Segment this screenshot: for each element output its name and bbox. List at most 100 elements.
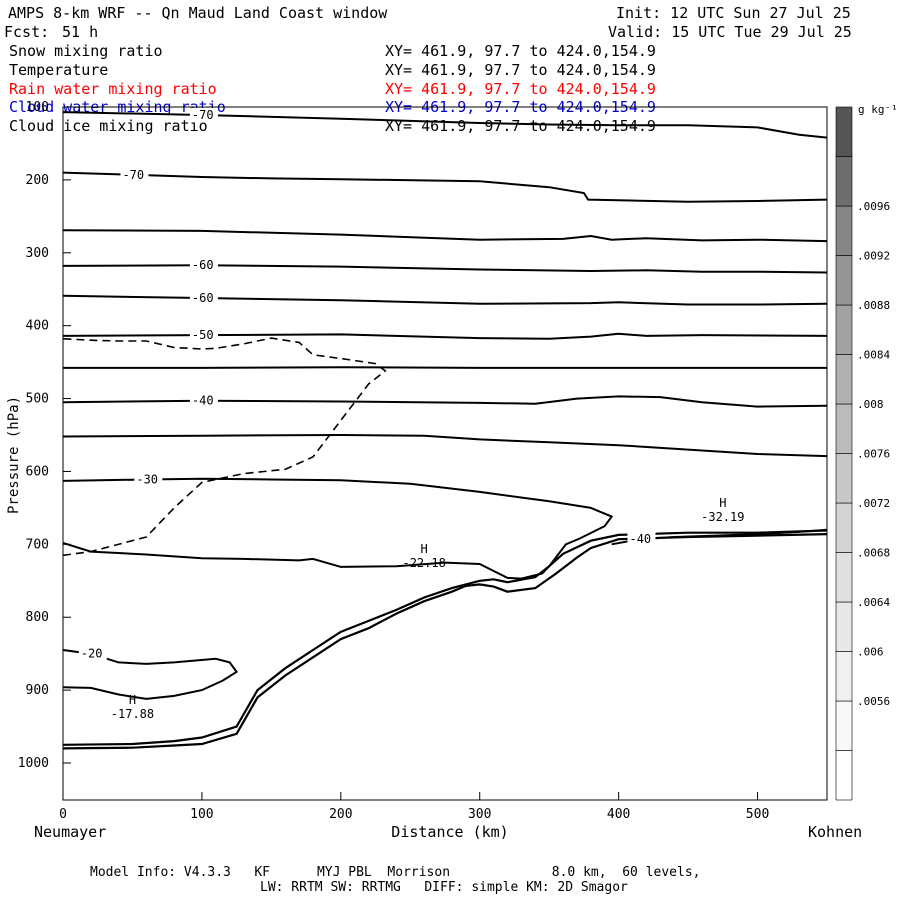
colorbar-swatch [835,502,853,553]
y-tick-label: 800 [26,610,49,625]
x-tick-label: 100 [190,807,213,822]
temperature-contour [62,433,828,458]
colorbar-unit: g kg⁻¹ [858,103,898,116]
colorbar-swatch [835,106,853,157]
colorbar-tick-label: .006 [857,646,884,659]
field-coords: XY= 461.9, 97.7 to 424.0,154.9 [385,61,656,79]
colorbar-tick-label: .0072 [857,497,890,510]
colorbar-tick-label: .0096 [857,200,890,213]
field-name: Rain water mixing ratio [9,80,217,98]
contour-label-bg [134,472,163,487]
colorbar-swatch [835,255,853,306]
model-info-line1: Model Info: V4.3.3 KF MYJ PBL Morrison 8… [90,865,701,880]
contour-label: -60 [192,258,214,272]
temperature-contour [63,366,827,369]
colorbar-tick-label: .0084 [857,349,890,362]
contour-label-layer: -70-70-60-60-50-40-30-20-40H-17.88H-22.1… [78,108,744,721]
y-tick-label: 100 [26,100,49,115]
contour-label-bg [189,258,218,273]
contour-label-bg [189,108,218,123]
left-endpoint-label: Neumayer [34,823,106,841]
contour-label: -50 [192,328,214,342]
chart-title: AMPS 8-km WRF -- Qn Maud Land Coast wind… [8,4,388,22]
high-value: -32.19 [701,510,744,524]
contour-label: -40 [629,532,651,546]
colorbar-tick-label: .008 [857,398,884,411]
x-tick-label: 300 [468,807,491,822]
colorbar: .0056 .006 .0064 .0068 .0072 .0076 .008 .0084 .0… [835,106,890,801]
temperature-contour [62,264,828,274]
forecast-value: 51 h [62,23,99,41]
contour-label-bg [189,290,218,305]
temperature-contour [62,111,828,139]
y-tick-label: 200 [26,173,49,188]
colorbar-swatch [835,552,853,603]
colorbar-swatch [835,700,853,751]
y-tick-label: 600 [26,464,49,479]
y-tick-label: 700 [26,537,49,552]
y-tick-label: 300 [26,246,49,261]
temperature-contour [62,294,828,306]
contour-label: -30 [136,472,158,486]
contour-label-bg [189,393,218,408]
terrain-line [62,529,828,746]
temperature-contour [62,395,828,408]
contour-label: -20 [81,647,103,661]
x-tick-label: 200 [329,807,352,822]
colorbar-swatch [835,651,853,702]
temperature-contour [62,477,614,580]
temperature-contour [62,332,828,340]
colorbar-swatch [835,354,853,405]
model-info-line2: LW: RRTM SW: RRTMG DIFF: simple KM: 2D S… [260,880,628,895]
colorbar-tick-label: .0064 [857,596,890,609]
contour-label: -40 [192,394,214,408]
y-axis-label: Pressure (hPa) [6,396,22,514]
temperature-contour [62,649,239,700]
contour-label-bg [627,532,656,547]
field-name: Cloud ice mixing ratio [9,117,208,135]
colorbar-swatch [835,304,853,355]
y-tick-label: 900 [26,683,49,698]
temperature-contour [62,171,828,203]
colorbar-tick-label: .0092 [857,250,890,263]
colorbar-tick-label: .0076 [857,448,890,461]
colorbar-tick-label: .0068 [857,547,890,560]
y-tick-label: 500 [26,392,49,407]
plot-frame [62,106,828,801]
high-marker: H [421,542,428,556]
x-axis-label: Distance (km) [391,823,508,841]
right-endpoint-label: Kohnen [808,823,862,841]
contour-label: -70 [192,108,214,122]
axes-layer: 0 100 200 300 400 500 100 200 300 400 500 600 700 800… [18,100,828,822]
colorbar-swatch [835,156,853,207]
snow-contour [62,337,387,557]
terrain-line [62,533,828,750]
colorbar-swatch [835,750,853,801]
field-name: Snow mixing ratio [9,42,163,60]
contour-layer [62,111,828,750]
forecast-label: Fcst: [4,23,50,41]
temperature-contour [62,229,828,243]
high-marker: H [129,693,136,707]
contour-label: -70 [122,168,144,182]
x-tick-label: 0 [59,807,67,822]
contour-label-bg [189,328,218,343]
high-marker: H [719,496,726,510]
high-value: -17.88 [111,707,154,721]
colorbar-swatch [835,403,853,454]
contour-label-bg [120,167,149,182]
x-tick-label: 400 [607,807,630,822]
colorbar-swatch [835,601,853,652]
init-time: Init: 12 UTC Sun 27 Jul 25 [616,4,851,22]
field-coords: XY= 461.9, 97.7 to 424.0,154.9 [385,80,656,98]
colorbar-swatch [835,453,853,504]
contour-label-bg [78,646,107,661]
colorbar-swatch [835,205,853,256]
colorbar-tick-label: .0088 [857,299,890,312]
high-value: -22.18 [402,556,445,570]
colorbar-tick-label: .0056 [857,695,890,708]
y-tick-label: 1000 [18,756,49,771]
field-name: Temperature [9,61,109,79]
y-tick-label: 400 [26,319,49,334]
